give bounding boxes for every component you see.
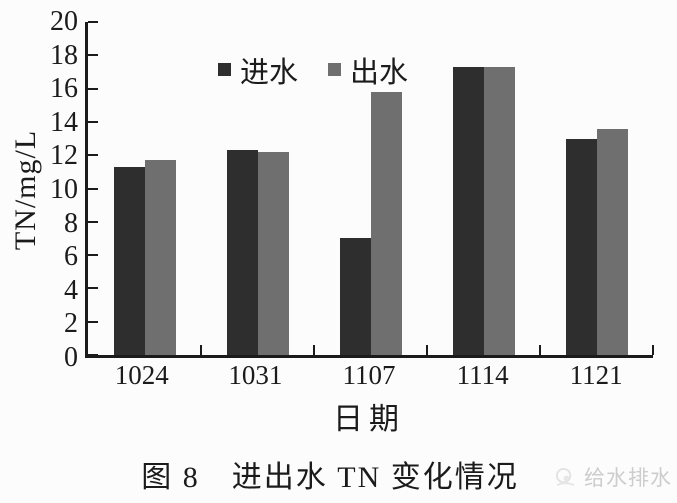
bar-出水-1024 — [144, 160, 176, 355]
x-tick-1 — [200, 345, 202, 355]
x-tick-4 — [539, 345, 541, 355]
y-tick-label-16: 16 — [50, 73, 78, 105]
watermark-text: 给水排水 — [584, 466, 672, 490]
y-tick-0 — [88, 354, 98, 356]
y-axis-tick-labels: 0 2 4 6 8 10 12 14 16 18 20 — [0, 8, 78, 372]
bars-container — [88, 22, 653, 355]
x-tick-label-1031: 1031 — [228, 360, 283, 390]
x-axis-tick-labels: 1024 1031 1107 1114 1121 — [85, 360, 653, 391]
bar-出水-1114 — [483, 66, 515, 355]
bar-进水-1031 — [226, 150, 258, 355]
legend-label-出水: 出水 — [349, 56, 408, 89]
bar-进水-1114 — [452, 66, 484, 355]
y-tick-16 — [88, 87, 98, 90]
x-tick-label-1121: 1121 — [569, 360, 623, 390]
y-tick-label-10: 10 — [50, 174, 78, 205]
y-tick-20 — [88, 21, 98, 23]
legend-swatch-出水 — [327, 63, 341, 77]
y-tick-4 — [88, 287, 98, 290]
y-tick-12 — [88, 154, 98, 157]
watermark-logo-icon — [555, 467, 575, 486]
y-tick-10 — [88, 187, 98, 190]
x-tick-3 — [426, 345, 428, 355]
legend: 进水 出水 — [217, 49, 408, 91]
y-tick-2 — [88, 320, 98, 323]
figure-caption: 图 8 进出水 TN 变化情况 — [141, 461, 519, 494]
y-tick-label-20: 20 — [50, 6, 78, 37]
y-tick-label-6: 6 — [64, 241, 78, 273]
y-tick-6 — [88, 254, 98, 257]
y-tick-label-18: 18 — [50, 39, 78, 71]
y-tick-label-2: 2 — [64, 308, 78, 340]
y-tick-label-14: 14 — [50, 106, 78, 138]
y-tick-8 — [88, 220, 98, 223]
category-slot-1031 — [201, 22, 314, 355]
legend-item-出水: 出水 — [327, 49, 408, 91]
bar-出水-1107 — [370, 91, 402, 355]
x-tick-5 — [652, 345, 654, 355]
bar-出水-1031 — [257, 151, 289, 355]
legend-item-进水: 进水 — [217, 49, 298, 91]
y-tick-14 — [88, 120, 98, 123]
x-axis-title: 日期 — [333, 403, 405, 436]
category-slot-1121 — [540, 22, 653, 355]
x-tick-label-1107: 1107 — [342, 360, 396, 390]
plot-area: 进水 出水 — [85, 21, 654, 358]
category-slot-1024 — [88, 22, 201, 355]
x-tick-label-1024: 1024 — [114, 360, 169, 390]
watermark: 给水排水 — [554, 462, 672, 492]
bar-出水-1121 — [596, 128, 628, 355]
category-slot-1107 — [314, 22, 427, 355]
x-tick-label-1114: 1114 — [456, 360, 509, 390]
y-tick-label-4: 4 — [64, 274, 78, 306]
bar-进水-1121 — [565, 138, 597, 355]
y-tick-label-8: 8 — [64, 207, 78, 239]
x-tick-2 — [313, 345, 315, 355]
category-slot-1114 — [427, 22, 540, 355]
bar-进水-1107 — [339, 238, 371, 355]
legend-swatch-进水 — [217, 63, 231, 77]
y-tick-label-12: 12 — [50, 140, 78, 172]
legend-label-进水: 进水 — [239, 56, 298, 89]
bar-进水-1024 — [113, 166, 145, 355]
y-tick-label-0: 0 — [64, 342, 78, 373]
y-tick-18 — [88, 54, 98, 57]
